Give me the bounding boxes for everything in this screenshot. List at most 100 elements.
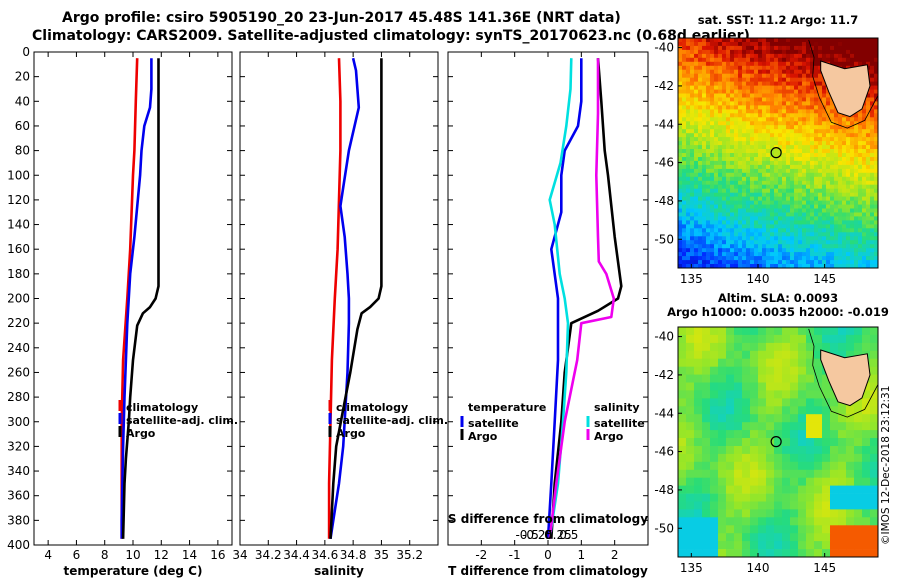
map-cell <box>822 133 827 138</box>
map-cell <box>778 176 783 182</box>
map-cell <box>742 164 747 170</box>
map-cell <box>738 228 743 233</box>
map-cell <box>814 220 819 225</box>
x2-tick-label: 0 <box>544 528 552 542</box>
map-cell <box>806 157 811 162</box>
map-cell <box>734 57 739 63</box>
map-cell <box>782 77 787 83</box>
map-cell <box>726 176 731 182</box>
map-cell <box>726 184 731 190</box>
map-cell <box>718 414 727 423</box>
map-cell <box>798 541 807 550</box>
map-cell <box>742 501 751 510</box>
map-cell <box>682 85 687 90</box>
map-cell <box>726 533 735 542</box>
map-cell <box>782 184 787 190</box>
map-cell <box>738 65 743 71</box>
map-cell <box>810 109 815 114</box>
map-cell <box>766 414 775 423</box>
map-cell <box>874 200 878 205</box>
map-cell <box>774 57 779 63</box>
map-cell <box>730 133 735 138</box>
map-cell <box>734 509 743 518</box>
map-cell <box>834 53 839 59</box>
map-cell <box>774 453 783 463</box>
map-cell <box>742 517 751 526</box>
map-cell <box>862 256 867 261</box>
map-cell <box>778 252 783 257</box>
map-cell <box>862 252 867 257</box>
map-cell <box>862 129 867 134</box>
map-cell <box>754 157 759 162</box>
map-cell <box>826 157 831 162</box>
map-cell <box>690 105 695 110</box>
map-cell <box>818 204 823 209</box>
map-cell <box>726 97 731 102</box>
map-cell <box>798 145 803 150</box>
map-cell <box>750 232 755 237</box>
map-cell <box>750 164 755 170</box>
map-cell <box>822 45 827 51</box>
map-cell <box>694 493 703 502</box>
map-cell <box>842 216 847 221</box>
map-cell <box>814 97 819 102</box>
map-cell <box>806 509 815 518</box>
map-cell <box>774 342 783 352</box>
map-cell <box>718 390 727 399</box>
map-cell <box>726 38 731 43</box>
map-cell <box>838 224 843 229</box>
map-cell <box>786 109 791 114</box>
map-cell <box>686 358 695 367</box>
map-cell <box>714 160 719 166</box>
map-cell <box>778 149 783 154</box>
map-cell <box>818 244 823 249</box>
map-cell <box>870 145 875 150</box>
map-cell <box>746 137 751 142</box>
map-cell <box>782 438 791 447</box>
map-cell <box>838 160 843 166</box>
map-cell <box>734 117 739 122</box>
map-cell <box>802 236 807 241</box>
map-cell <box>730 65 735 71</box>
map-cell <box>810 57 815 63</box>
map-cell <box>814 89 819 94</box>
map-cell <box>750 264 755 268</box>
legend-label: satellite-adj. clim. <box>336 414 448 427</box>
map-cell <box>746 157 751 162</box>
map-cell <box>786 141 791 146</box>
map-cell <box>706 208 711 213</box>
map-cell <box>738 49 743 55</box>
map-cell <box>710 430 719 439</box>
map-cell <box>854 509 863 518</box>
map-cell <box>714 69 719 75</box>
map-cell <box>862 406 871 415</box>
map-cell <box>718 236 723 241</box>
map-cell <box>854 149 859 154</box>
map-cell <box>814 53 819 59</box>
map-cell <box>722 121 727 126</box>
map-cell <box>694 501 703 510</box>
map-cell <box>858 192 863 198</box>
map-cell <box>798 477 807 486</box>
map-cell <box>810 228 815 233</box>
map-cell <box>866 53 871 59</box>
map-cell <box>690 42 695 47</box>
map-cell <box>870 176 875 182</box>
map-cell <box>758 334 767 344</box>
map-cell <box>806 224 811 229</box>
map-cell <box>762 117 767 122</box>
map-cell <box>686 129 691 134</box>
map-cell <box>806 49 811 55</box>
map-cell <box>726 398 735 407</box>
map-cell <box>702 49 707 55</box>
map-cell <box>706 129 711 134</box>
map-cell <box>798 200 803 205</box>
map-cell <box>766 145 771 150</box>
map-cell <box>854 153 859 158</box>
map-cell <box>866 129 871 134</box>
map-cell <box>818 109 823 114</box>
map-cell <box>866 172 871 178</box>
map-cell <box>806 414 815 423</box>
map-cell <box>690 117 695 122</box>
map-cell <box>830 149 835 154</box>
